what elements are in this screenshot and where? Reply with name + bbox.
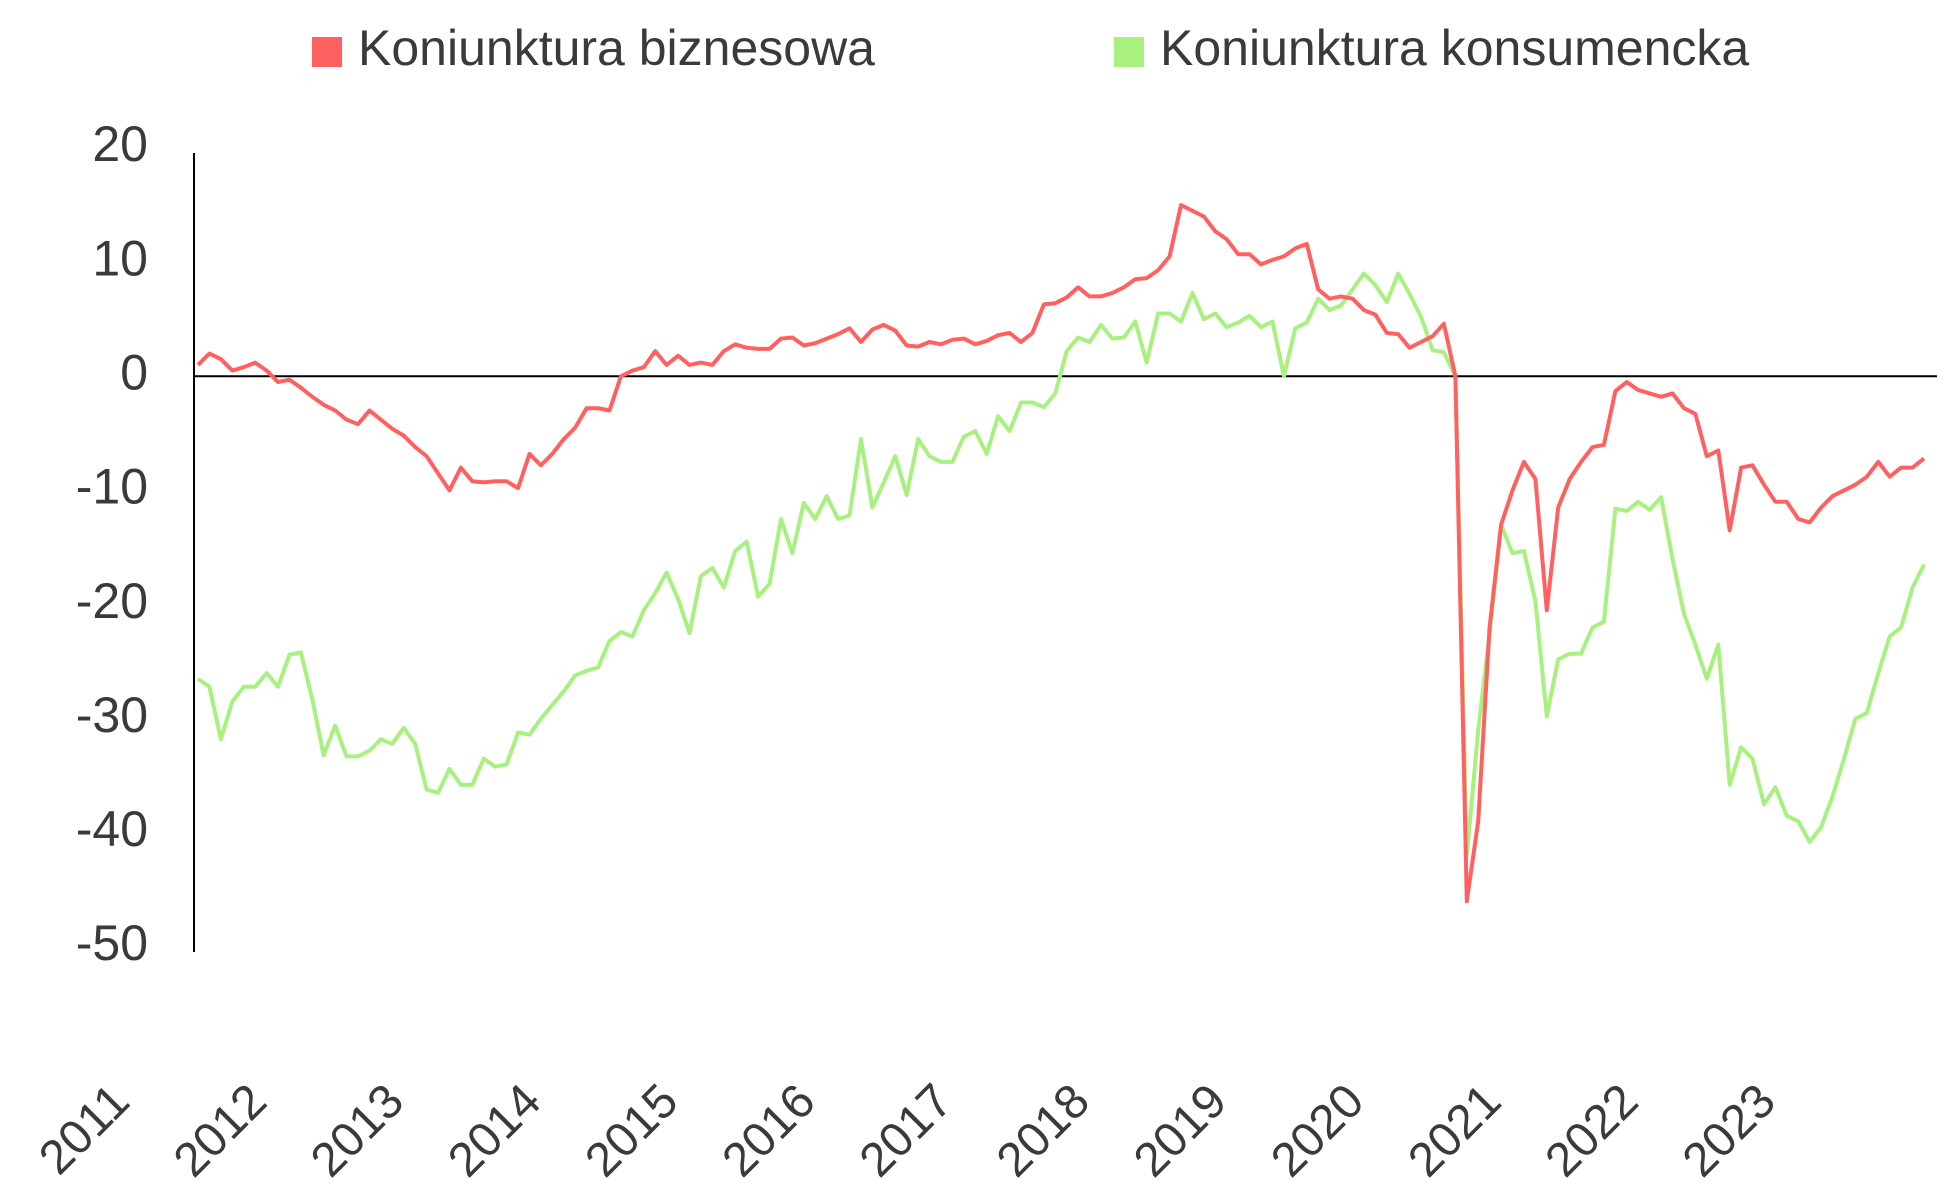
x-tick-label: 2022 xyxy=(1536,1074,1649,1187)
x-tick-label: 2017 xyxy=(850,1074,963,1187)
x-tick-label: 2018 xyxy=(987,1074,1100,1187)
series-line xyxy=(196,271,1926,858)
y-tick-label: -10 xyxy=(76,459,148,515)
legend-swatch xyxy=(1114,37,1144,67)
x-tick-label: 2012 xyxy=(164,1074,277,1187)
legend-label: Koniunktura konsumencka xyxy=(1160,20,1749,76)
x-tick-label: 2019 xyxy=(1124,1074,1237,1187)
x-tick-label: 2021 xyxy=(1398,1074,1511,1187)
y-tick-label: -30 xyxy=(76,687,148,743)
series-line xyxy=(196,203,1926,904)
y-tick-label: -50 xyxy=(76,915,148,971)
y-tick-label: 0 xyxy=(120,344,148,400)
y-tick-label: 10 xyxy=(92,230,148,286)
x-tick-label: 2015 xyxy=(575,1074,688,1187)
x-tick-label: 2011 xyxy=(29,1074,139,1184)
x-tick-label: 2020 xyxy=(1261,1074,1374,1187)
x-tick-label: 2016 xyxy=(713,1074,826,1187)
legend-label: Koniunktura biznesowa xyxy=(358,20,875,76)
x-tick-label: 2023 xyxy=(1673,1074,1786,1187)
legend-swatch xyxy=(312,37,342,67)
y-tick-label: 20 xyxy=(92,116,148,172)
y-tick-label: -40 xyxy=(76,801,148,857)
x-tick-label: 2014 xyxy=(438,1074,551,1187)
y-tick-label: -20 xyxy=(76,573,148,629)
x-tick-label: 2013 xyxy=(301,1074,414,1187)
